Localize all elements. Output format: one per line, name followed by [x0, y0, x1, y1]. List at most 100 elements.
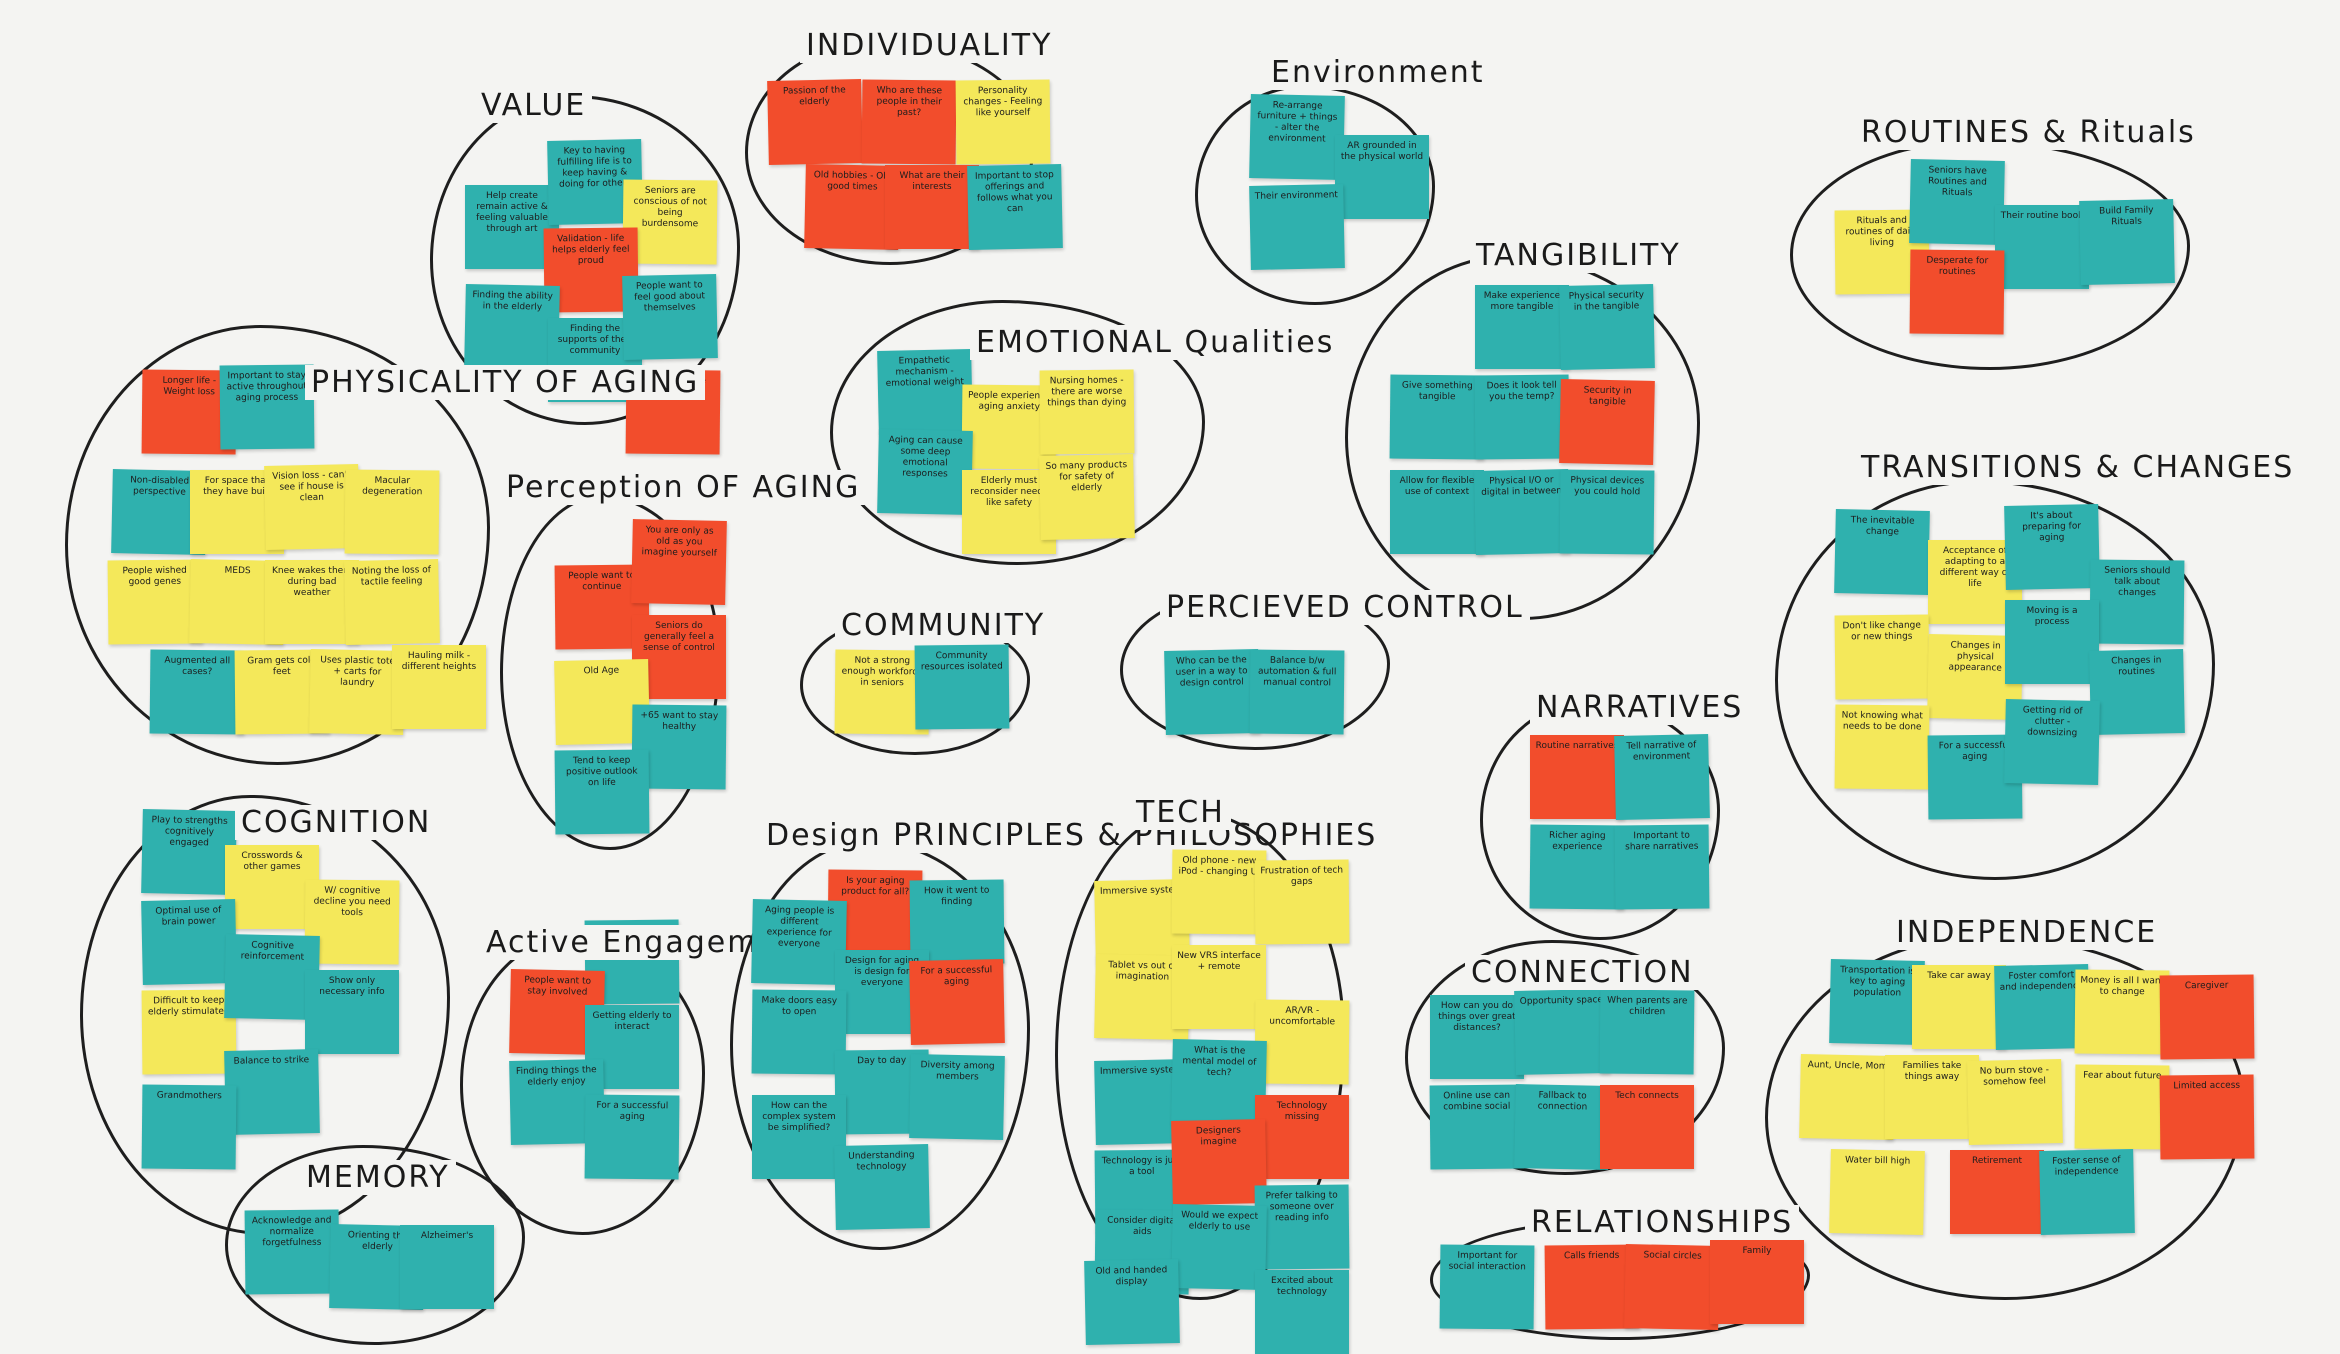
sticky-note: Nursing homes - there are worse things t…	[1039, 369, 1135, 455]
cluster-title-individuality: INDIVIDUALITY	[800, 28, 1059, 63]
sticky-note: Knee wakes them during bad weather	[265, 560, 359, 644]
sticky-note: Would we expect elderly to use	[1171, 1204, 1267, 1290]
sticky-note: Excited about technology	[1255, 1270, 1349, 1354]
cluster-title-tech: TECH	[1130, 795, 1231, 830]
sticky-note: Don't like change or new things	[1834, 614, 1930, 700]
sticky-note: Finding the ability in the elderly	[464, 284, 560, 370]
sticky-note: Make doors easy to open	[751, 989, 847, 1075]
sticky-note: Family	[1710, 1240, 1804, 1324]
cluster-title-narratives: NARRATIVES	[1530, 690, 1750, 725]
sticky-note: Who can be the user in a way to design c…	[1164, 649, 1260, 735]
sticky-note: The inevitable change	[1834, 509, 1930, 595]
sticky-note: Hauling milk - different heights	[392, 645, 486, 729]
sticky-note: Balance b/w automation & full manual con…	[1249, 649, 1345, 735]
sticky-note: For a successful aging	[909, 959, 1005, 1045]
sticky-note: Tech connects	[1600, 1085, 1694, 1169]
sticky-note: Changes in routines	[2089, 649, 2185, 735]
sticky-note: Important to share narratives	[1614, 824, 1710, 910]
cluster-title-connection: CONNECTION	[1465, 955, 1700, 990]
sticky-note: Grandmothers	[141, 1084, 237, 1170]
sticky-note: Important for social interaction	[1439, 1244, 1535, 1330]
sticky-note: Tend to keep positive outlook on life	[554, 749, 650, 835]
sticky-note: Desperate for routines	[1909, 249, 2005, 335]
sticky-note: Diversity among members	[909, 1054, 1005, 1140]
cluster-outline-physicality-of-aging	[65, 325, 490, 765]
sticky-note: Important to stay active throughout agin…	[219, 364, 315, 450]
sticky-note: Water bill high	[1829, 1149, 1925, 1235]
sticky-note: Moving is a process	[2005, 600, 2099, 684]
cluster-title-memory: MEMORY	[300, 1160, 456, 1195]
sticky-note: Does it look tell you the temp?	[1474, 374, 1570, 460]
sticky-note: Community resources isolated	[914, 644, 1010, 730]
cluster-outline-connection	[1405, 940, 1725, 1175]
sticky-note: Balance to strike	[224, 1049, 320, 1135]
sticky-note: Online use can combine social	[1429, 1084, 1525, 1170]
sticky-note: Getting rid of clutter - downsizing	[2004, 699, 2100, 785]
sticky-note: Who are these people in their past?	[861, 79, 957, 165]
sticky-note: For a successful aging	[584, 1094, 680, 1180]
sticky-note: Retirement	[1950, 1150, 2044, 1234]
cluster-title-tangibility: TANGIBILITY	[1470, 238, 1687, 273]
cluster-title-perception-of-aging: Perception OF AGING	[500, 470, 867, 505]
sticky-note: Physical security in the tangible	[1559, 284, 1655, 370]
sticky-note: Play to strengths cognitively engaged	[141, 809, 237, 895]
sticky-note: Augmented all cases?	[149, 649, 245, 735]
sticky-note: Alzheimer's	[400, 1225, 494, 1309]
sticky-note: Old phone - new iPod - changing UI	[1171, 849, 1267, 935]
sticky-note: Seniors should talk about changes	[2089, 559, 2185, 645]
sticky-note: People want to feel good about themselve…	[622, 274, 718, 360]
cluster-title-relationships: RELATIONSHIPS	[1525, 1205, 1800, 1240]
sticky-note: Frustration of tech gaps	[1254, 859, 1350, 945]
sticky-note: No burn stove - somehow feel	[1967, 1059, 2063, 1145]
sticky-note: Aunt, Uncle, Mom	[1799, 1054, 1895, 1140]
sticky-note: Security in tangible	[1559, 379, 1655, 465]
sticky-note: Designers imagine	[1171, 1119, 1267, 1205]
sticky-note: Take car away	[1912, 965, 2006, 1049]
sticky-note: Personality changes - Feeling like yours…	[955, 79, 1051, 165]
sticky-note: Physical I/O or digital in between	[1474, 469, 1570, 555]
sticky-note: Give something tangible	[1389, 374, 1485, 460]
sticky-note: Re-arrange furniture + things - alter th…	[1249, 94, 1345, 180]
cluster-title-community: COMMUNITY	[835, 608, 1052, 643]
sticky-note: Passion of the elderly	[767, 79, 863, 165]
cluster-title-value: VALUE	[475, 88, 593, 123]
sticky-note: How can you do things over great distanc…	[1430, 995, 1524, 1079]
cluster-title-percieved-control: PERCIEVED CONTROL	[1160, 590, 1530, 625]
sticky-note: So many products for safety of elderly	[1039, 454, 1135, 540]
sticky-note: Fallback to connection	[1514, 1084, 1610, 1170]
sticky-note: Difficult to keep elderly stimulated	[141, 989, 237, 1075]
cluster-title-routines-rituals: ROUTINES & Rituals	[1855, 115, 2202, 150]
sticky-note: Understanding technology	[834, 1144, 930, 1230]
cluster-title-independence: INDEPENDENCE	[1890, 915, 2164, 950]
cluster-title-cognition: COGNITION	[235, 805, 438, 840]
sticky-note: Money is all I want to change	[2074, 969, 2170, 1055]
sticky-note: New VRS interface + remote	[1172, 945, 1266, 1029]
cluster-title-physicality-of-aging: PHYSICALITY OF AGING	[305, 365, 706, 400]
sticky-note: Routine narratives	[1530, 735, 1624, 819]
sticky-note: Allow for flexible use of context	[1390, 470, 1484, 554]
sticky-note: Noting the loss of tactile feeling	[344, 559, 440, 645]
sticky-note: Transportation is key to aging populatio…	[1829, 959, 1925, 1045]
sticky-note: When parents are children	[1599, 989, 1695, 1075]
cluster-title-design-principles-philosophies: Design PRINCIPLES & PHILOSOPHIES	[760, 818, 1384, 853]
sticky-note: AR/VR - uncomfortable	[1254, 999, 1350, 1085]
sticky-note: Tell narrative of environment	[1614, 734, 1710, 820]
sticky-note: Empathetic mechanism - emotional weight	[877, 349, 973, 435]
sticky-note: Social circles	[1624, 1244, 1720, 1330]
sticky-note: Show only necessary info	[305, 970, 399, 1054]
sticky-note: How can the complex system be simplified…	[752, 1095, 846, 1179]
sticky-note: People wished good genes	[107, 559, 203, 645]
sticky-note: Old and handed display	[1084, 1259, 1180, 1345]
sticky-note: What is the mental model of tech?	[1171, 1039, 1267, 1125]
sticky-note: Richer aging experience	[1529, 824, 1625, 910]
sticky-note: What are their interests	[885, 165, 979, 249]
sticky-note: Seniors have Routines and Rituals	[1909, 159, 2005, 245]
sticky-note: Caregiver	[2159, 974, 2255, 1060]
sticky-note: It's about preparing for aging	[2004, 504, 2100, 590]
sticky-note: Aging can cause some deep emotional resp…	[877, 429, 973, 515]
sticky-note: Fear about future	[2074, 1064, 2170, 1150]
sticky-note: Prefer talking to someone over reading i…	[1254, 1184, 1350, 1270]
whiteboard: Passion of the elderly Who are these peop…	[65, 28, 2293, 1354]
sticky-note: Crosswords & other games	[225, 845, 319, 929]
sticky-note: Macular degeneration	[344, 469, 440, 555]
